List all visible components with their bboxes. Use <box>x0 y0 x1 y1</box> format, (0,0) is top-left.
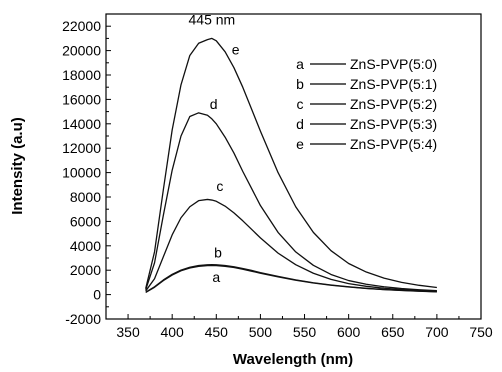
y-tick-label: 6000 <box>70 213 101 229</box>
x-tick-label: 400 <box>160 324 184 340</box>
x-tick-label: 550 <box>293 324 317 340</box>
y-axis: -2000 0 2000 4000 6000 8000 10000 12000 14000 160… <box>62 18 111 327</box>
plot-frame <box>105 13 482 320</box>
x-tick-label: 700 <box>425 324 449 340</box>
legend-key-d: d <box>296 116 304 132</box>
legend-label-a: ZnS-PVP(5:0) <box>350 56 437 72</box>
peak-annotation: 445 nm <box>189 12 236 28</box>
spectrum-curves <box>145 37 437 293</box>
curve-label-a: a <box>212 269 220 285</box>
y-tick-label: 10000 <box>62 165 101 181</box>
curve-label-d: d <box>210 96 218 112</box>
y-tick-label: 16000 <box>62 91 101 107</box>
legend-label-d: ZnS-PVP(5:3) <box>350 116 437 132</box>
y-axis-title: Intensity (a.u) <box>9 117 26 215</box>
legend-key-a: a <box>296 56 304 72</box>
x-tick-label: 650 <box>381 324 405 340</box>
series-line-c <box>145 198 437 292</box>
curve-label-b: b <box>214 244 222 260</box>
legend: a ZnS-PVP(5:0) b ZnS-PVP(5:1) c ZnS-PVP(5:2) d… <box>296 56 437 152</box>
x-axis-title: Wavelength (nm) <box>233 351 353 368</box>
curve-label-e: e <box>232 41 240 57</box>
x-tick-label: 350 <box>116 324 140 340</box>
curve-label-c: c <box>216 178 223 194</box>
legend-label-c: ZnS-PVP(5:2) <box>350 96 437 112</box>
legend-key-e: e <box>296 136 304 152</box>
x-tick-label: 500 <box>249 324 273 340</box>
legend-key-c: c <box>297 96 304 112</box>
x-tick-label: 600 <box>337 324 361 340</box>
y-tick-label: 0 <box>93 287 101 303</box>
x-axis: 350 400 450 500 550 600 650 700 750 <box>116 314 493 340</box>
series-line-d <box>145 112 437 292</box>
y-tick-label: 14000 <box>62 116 101 132</box>
series-line-e <box>145 37 437 289</box>
y-tick-label: 2000 <box>70 262 101 278</box>
y-tick-label: 20000 <box>62 43 101 59</box>
y-tick-label: 18000 <box>62 67 101 83</box>
series-line-b <box>145 264 437 293</box>
curve-labels: ab c d e <box>210 41 240 285</box>
y-tick-label: 12000 <box>62 140 101 156</box>
y-tick-label: -2000 <box>65 311 101 327</box>
legend-label-e: ZnS-PVP(5:4) <box>350 136 437 152</box>
x-tick-label: 450 <box>205 324 229 340</box>
x-tick-label: 750 <box>469 324 493 340</box>
y-tick-label: 4000 <box>70 238 101 254</box>
legend-key-b: b <box>296 76 304 92</box>
legend-label-b: ZnS-PVP(5:1) <box>350 76 437 92</box>
y-tick-label: 8000 <box>70 189 101 205</box>
y-tick-label: 22000 <box>62 18 101 34</box>
